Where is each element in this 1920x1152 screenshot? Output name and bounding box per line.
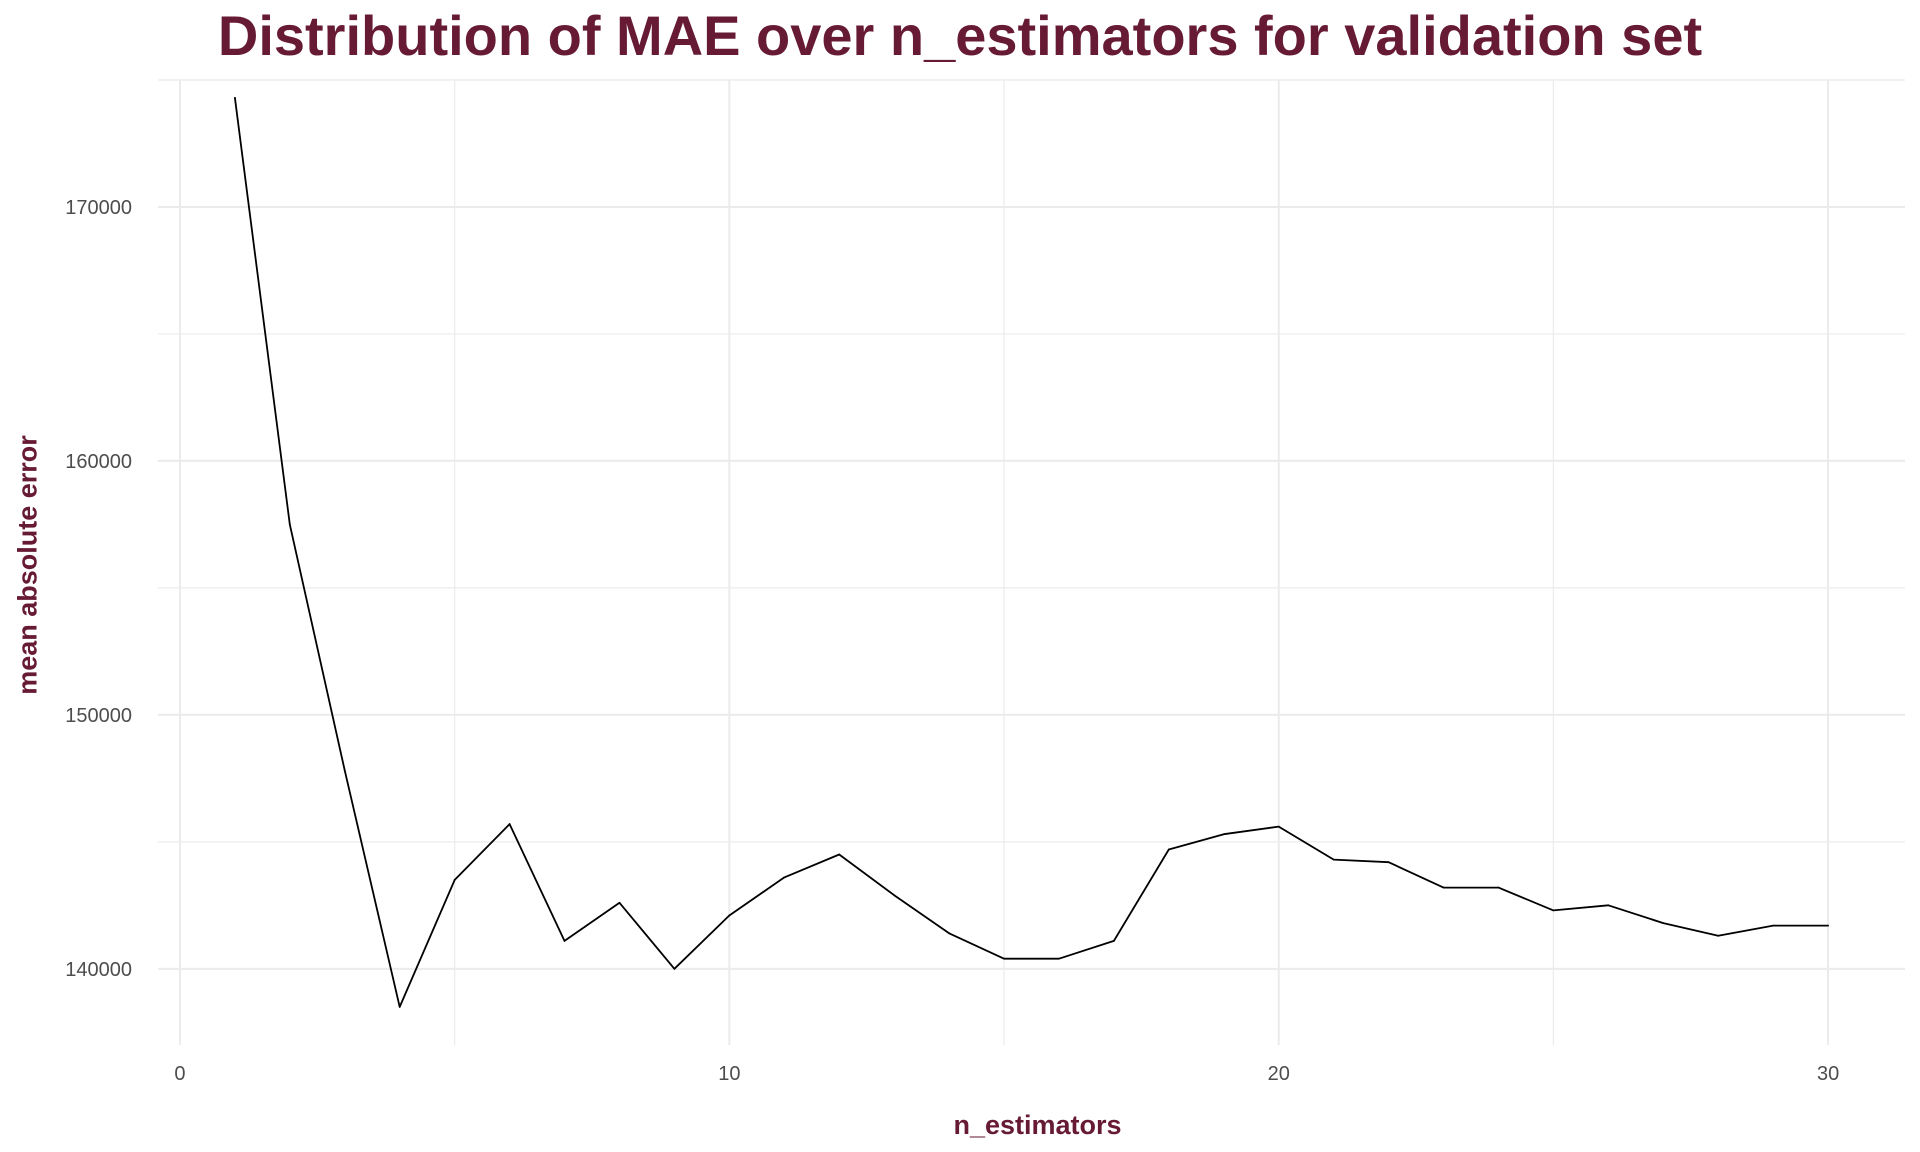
x-tick-label: 0 — [174, 1063, 185, 1085]
data-point — [508, 823, 511, 825]
x-axis-label: n_estimators — [953, 1110, 1122, 1140]
data-point — [783, 876, 786, 879]
data-point — [1497, 886, 1500, 889]
data-point — [1277, 825, 1280, 828]
data-point — [673, 967, 676, 970]
minor-gridlines — [158, 79, 1905, 1045]
y-tick-label: 150000 — [65, 705, 132, 727]
data-point — [1717, 934, 1720, 937]
data-point — [948, 932, 950, 935]
data-point — [1058, 957, 1060, 960]
data-point — [838, 853, 841, 856]
x-tick-label: 10 — [718, 1063, 740, 1085]
line-layer — [234, 96, 1829, 1008]
data-point — [1222, 833, 1225, 836]
major-gridlines — [158, 80, 1905, 1045]
data-point — [398, 1006, 401, 1008]
data-point — [1552, 909, 1555, 912]
data-point — [618, 901, 621, 904]
data-point — [728, 914, 731, 917]
data-point — [1003, 957, 1005, 960]
y-tick-label: 160000 — [65, 451, 132, 473]
y-tick-label: 170000 — [65, 197, 132, 219]
data-point — [1607, 904, 1610, 907]
data-point — [343, 769, 346, 772]
x-tick-label: 30 — [1817, 1063, 1839, 1085]
data-point — [288, 523, 291, 526]
data-point — [1662, 922, 1665, 925]
data-point — [563, 939, 566, 942]
data-point — [893, 894, 896, 897]
data-point — [1113, 939, 1115, 942]
data-point — [1387, 861, 1390, 864]
data-point — [1442, 886, 1445, 889]
series-line — [234, 97, 1829, 1008]
y-axis-label: mean absolute error — [12, 435, 43, 695]
data-point — [234, 96, 236, 99]
y-tick-label: 140000 — [65, 959, 132, 981]
data-point — [1772, 924, 1775, 927]
data-point — [453, 879, 456, 881]
data-point — [1167, 848, 1170, 851]
data-point — [1332, 858, 1335, 861]
chart-title: Distribution of MAE over n_estimators fo… — [217, 4, 1703, 67]
x-tick-label: 20 — [1268, 1063, 1290, 1085]
tick-labels: 0 10 20 30 140000 150000 160000 170000 — [65, 197, 1839, 1085]
data-point — [1827, 924, 1829, 927]
